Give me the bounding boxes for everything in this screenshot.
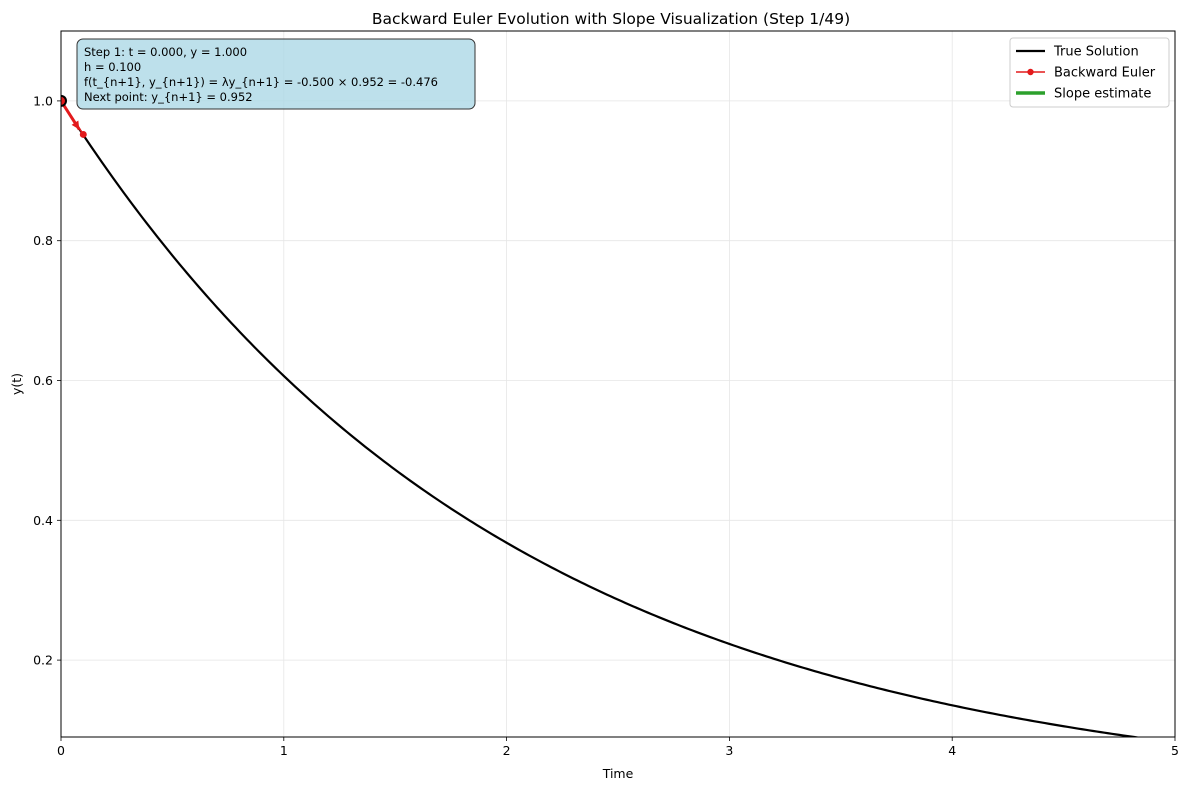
x-tick-label: 5 bbox=[1171, 743, 1179, 758]
annotation-line-2: h = 0.100 bbox=[84, 60, 141, 74]
legend-slope-estimate-label: Slope estimate bbox=[1054, 87, 1151, 102]
y-axis-label: y(t) bbox=[9, 373, 24, 395]
y-tick-label: 0.6 bbox=[33, 373, 53, 388]
annotation-box: Step 1: t = 0.000, y = 1.000 h = 0.100 f… bbox=[76, 38, 476, 110]
x-tick-label: 0 bbox=[57, 743, 65, 758]
x-tick-label: 2 bbox=[503, 743, 511, 758]
true-solution-line bbox=[61, 100, 1142, 737]
annotation-line-3: f(t_{n+1}, y_{n+1}) = λy_{n+1} = -0.500 … bbox=[84, 75, 438, 89]
x-tick-label: 1 bbox=[280, 743, 288, 758]
annotation-line-1: Step 1: t = 0.000, y = 1.000 bbox=[84, 45, 247, 59]
chart-title: Backward Euler Evolution with Slope Visu… bbox=[372, 10, 850, 28]
annotation-background bbox=[76, 38, 476, 110]
x-axis-label: Time bbox=[602, 766, 634, 781]
legend-backward-euler-label: Backward Euler bbox=[1054, 66, 1156, 81]
ticks: 0 1 2 3 4 5 0.2 0.4 0.6 0.8 1.0 bbox=[33, 93, 1179, 758]
legend-backward-euler-marker bbox=[1027, 68, 1034, 76]
legend-true-solution-label: True Solution bbox=[1053, 45, 1139, 60]
y-tick-label: 0.2 bbox=[33, 653, 53, 668]
y-tick-label: 1.0 bbox=[33, 93, 53, 108]
x-tick-label: 4 bbox=[948, 743, 956, 758]
plot-frame bbox=[60, 30, 1176, 738]
annotation-line-4: Next point: y_{n+1} = 0.952 bbox=[84, 90, 253, 104]
backward-euler-point bbox=[79, 130, 87, 138]
current-point-inner bbox=[61, 96, 65, 105]
series-layer bbox=[61, 94, 1142, 737]
legend-frame bbox=[1009, 37, 1170, 108]
grid bbox=[60, 31, 1176, 737]
x-tick-label: 3 bbox=[725, 743, 733, 758]
y-tick-label: 0.4 bbox=[33, 513, 53, 528]
slope-arrow-head bbox=[71, 120, 80, 130]
y-tick-label: 0.8 bbox=[33, 233, 53, 248]
legend: True Solution Backward Euler Slope estim… bbox=[1009, 37, 1170, 108]
backward-euler-line bbox=[61, 100, 84, 135]
